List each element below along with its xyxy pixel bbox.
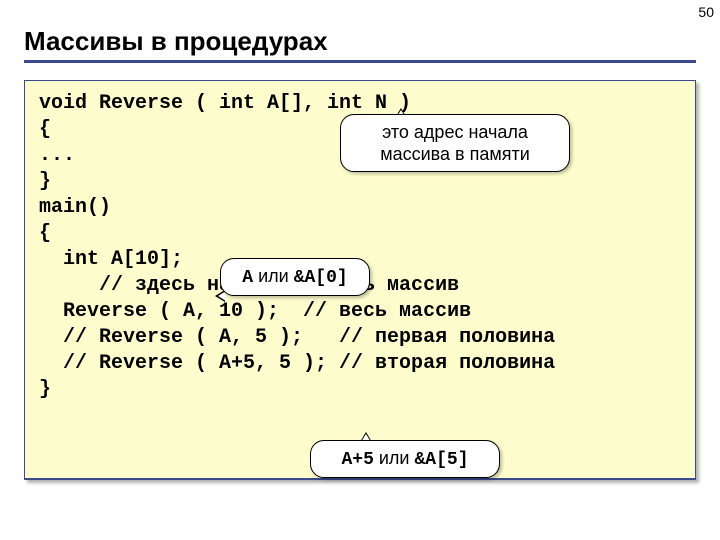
code-line: } — [39, 378, 51, 401]
page-number: 50 — [698, 4, 714, 20]
code-line: ... — [39, 144, 75, 167]
callout-mono: &A[5] — [415, 450, 469, 470]
callout-mono: &A[0] — [294, 268, 348, 288]
code-line: int A[10]; — [39, 248, 183, 271]
callout-a-alias: A или &A[0] — [220, 258, 370, 296]
callout-text: это адрес начала — [382, 122, 528, 142]
callout-mono: A — [242, 268, 253, 288]
callout-text: или — [374, 448, 415, 468]
code-line: } — [39, 170, 51, 193]
callout-text: массива в памяти — [380, 144, 530, 164]
code-line: main() — [39, 196, 111, 219]
callout-text: или — [253, 266, 294, 286]
code-line: // Reverse ( A+5, 5 ); // вторая половин… — [39, 352, 555, 375]
code-line: void Reverse ( int A[], int N ) — [39, 92, 411, 115]
code-line: { — [39, 222, 51, 245]
code-line: // Reverse ( A, 5 ); // первая половина — [39, 326, 555, 349]
callout-a5-alias: A+5 или &A[5] — [310, 440, 500, 478]
code-line: { — [39, 118, 51, 141]
code-line: Reverse ( A, 10 ); // весь массив — [39, 300, 471, 323]
title-underline — [24, 60, 696, 63]
slide-title: Массивы в процедурах — [24, 26, 328, 57]
callout-address: это адрес начала массива в памяти — [340, 114, 570, 172]
callout-mono: A+5 — [341, 450, 373, 470]
